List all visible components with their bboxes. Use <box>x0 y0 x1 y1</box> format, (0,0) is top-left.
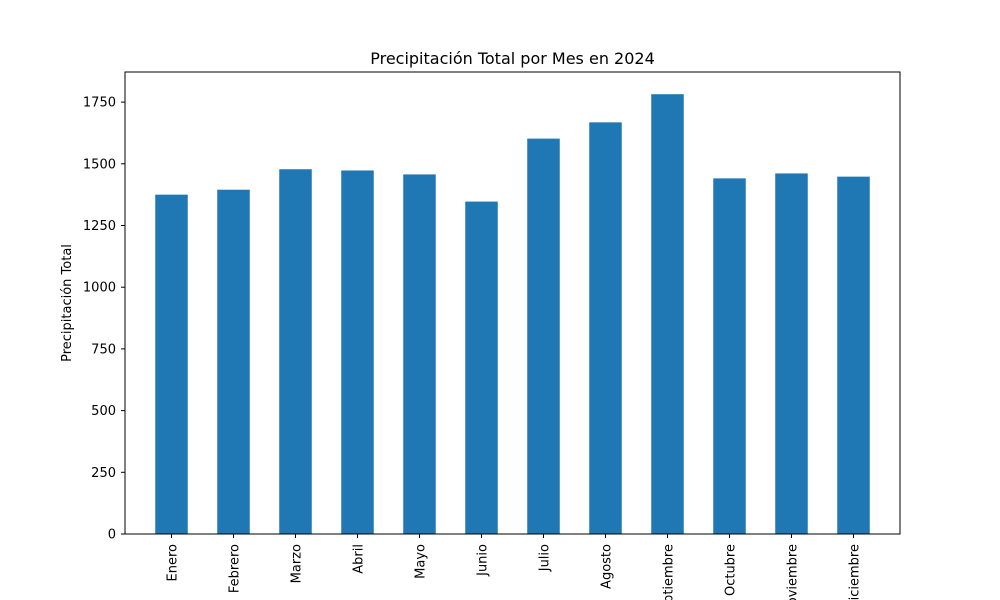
bars-group <box>155 94 870 535</box>
bar-abril <box>341 170 374 534</box>
bar-diciembre <box>837 176 870 534</box>
bar-agosto <box>589 122 622 534</box>
x-tick-label: Diciembre <box>848 544 863 600</box>
x-tick-label: Septiembre <box>662 544 677 600</box>
chart-title: Precipitación Total por Mes en 2024 <box>370 49 655 68</box>
x-tick-label: Febrero <box>228 544 243 593</box>
y-tick-label: 250 <box>91 466 116 481</box>
bar-noviembre <box>775 173 808 534</box>
bar-septiembre <box>651 94 684 535</box>
x-tick-label: Julio <box>538 544 553 572</box>
y-axis-label: Precipitación Total <box>60 244 75 362</box>
y-tick-label: 1500 <box>83 157 116 172</box>
bar-julio <box>527 138 560 534</box>
x-tick-label: Mayo <box>414 544 429 579</box>
y-tick-label: 500 <box>91 404 116 419</box>
y-tick-label: 750 <box>91 342 116 357</box>
x-tick-label: Agosto <box>600 544 615 589</box>
x-tick-label: Enero <box>166 544 181 582</box>
x-tick-label: Junio <box>476 544 491 577</box>
bar-enero <box>155 194 188 534</box>
x-tick-label: Octubre <box>724 544 739 596</box>
x-tick-label: Noviembre <box>786 544 801 600</box>
plot-area-frame <box>124 71 901 535</box>
y-tick-label: 0 <box>108 528 116 543</box>
bar-octubre <box>713 178 746 534</box>
y-axis: 0 250 500 750 1000 1250 1500 1750 <box>83 96 125 543</box>
y-tick-label: 1750 <box>83 96 116 111</box>
bar-marzo <box>279 169 312 535</box>
bar-mayo <box>403 174 436 535</box>
x-tick-label: Abril <box>352 544 367 574</box>
y-tick-label: 1000 <box>83 281 116 296</box>
bar-febrero <box>217 189 250 534</box>
bar-junio <box>465 201 498 534</box>
x-axis: Enero Febrero Marzo Abril Mayo Junio Julio Agos… <box>166 534 863 600</box>
y-tick-label: 1250 <box>83 219 116 234</box>
x-tick-label: Marzo <box>290 544 305 583</box>
